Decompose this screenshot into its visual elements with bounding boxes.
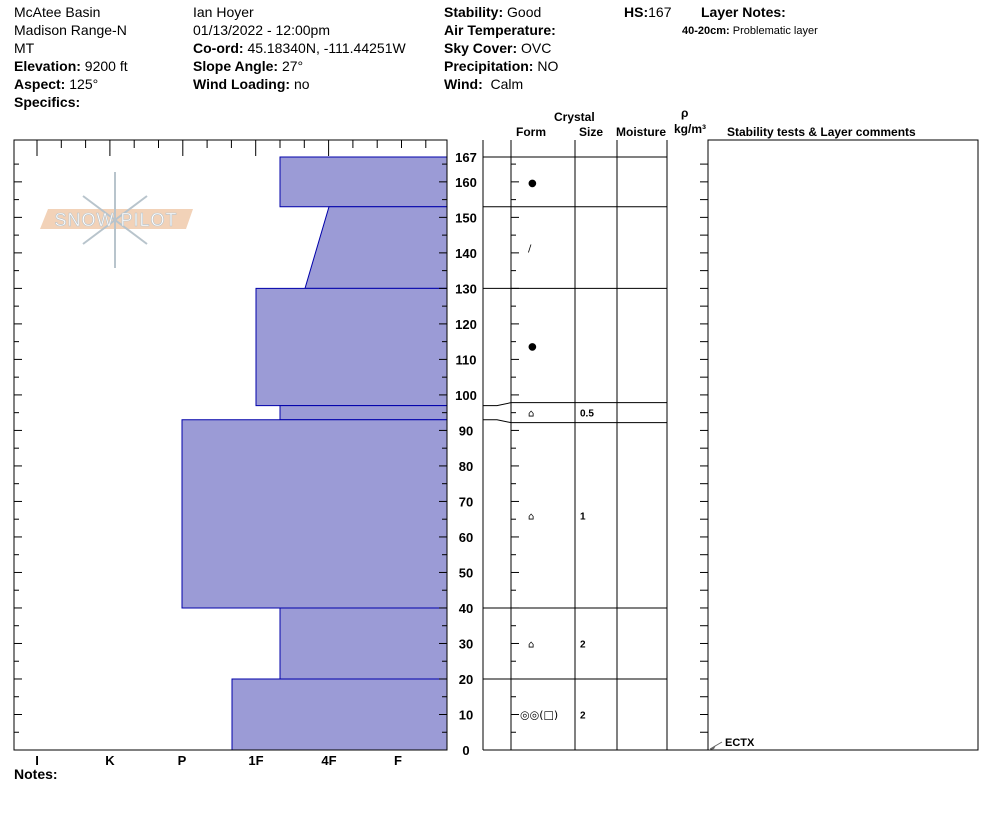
- y-tick-label: 100: [455, 388, 477, 403]
- layer-bar-6: [231, 678, 448, 751]
- y-tick-label: 80: [459, 459, 473, 474]
- y-tick-label: 167: [455, 150, 477, 165]
- y-tick-label: 150: [455, 210, 477, 225]
- comments-box: [707, 139, 979, 751]
- crystal-form-icon: ⌂: [528, 511, 534, 522]
- x-tick-label: F: [394, 753, 402, 768]
- arrow-head-icon: [709, 745, 716, 750]
- crystal-size: 2: [580, 639, 586, 650]
- layer-notes-label: Layer Notes:: [701, 4, 786, 20]
- crystal-size: 1: [580, 511, 586, 522]
- y-tick-label: 70: [459, 494, 473, 509]
- col-moisture: Moisture: [616, 125, 667, 139]
- crystal-form-icon: /: [528, 244, 532, 255]
- layer-bar-5: [279, 607, 448, 680]
- y-tick-label: 110: [456, 352, 477, 367]
- stability: Stability: Good: [444, 4, 542, 20]
- layer-bar-1: [304, 206, 448, 289]
- sky-cover: Sky Cover: OVC: [444, 40, 552, 56]
- observer: Ian Hoyer: [193, 4, 254, 20]
- col-rho: ρ: [681, 106, 689, 120]
- layer-bar-3: [279, 405, 448, 421]
- crystal-form-icon: ⌂: [528, 409, 534, 420]
- location: McAtee Basin: [14, 4, 101, 20]
- notes-label: Notes:: [14, 766, 58, 782]
- x-tick-label: I: [35, 753, 39, 768]
- state: MT: [14, 40, 35, 56]
- elevation: Elevation: 9200 ft: [14, 58, 128, 74]
- x-tick-label: 4F: [321, 753, 336, 768]
- layer-boundary: [483, 402, 667, 407]
- hardness-plot-frame: [13, 139, 448, 751]
- specifics-label: Specifics:: [14, 94, 81, 110]
- y-tick-label: 40: [459, 601, 473, 616]
- crystal-form-icon: ●: [528, 342, 537, 353]
- y-tick-label: 130: [455, 281, 477, 296]
- hs: HS:167: [624, 4, 672, 20]
- y-tick-label: 20: [459, 672, 473, 687]
- x-tick-label: 1F: [248, 753, 263, 768]
- crystal-form-icon: ◎◎(□): [520, 708, 558, 721]
- test-label: ECTX: [725, 737, 755, 749]
- y-tick-label: 50: [459, 565, 473, 580]
- crystal-size: 0.5: [580, 409, 594, 420]
- snowpilot-logo: SNOW PILOT: [40, 172, 193, 268]
- layer-bar-4: [181, 419, 448, 609]
- coord: Co-ord: 45.18340N, -111.44251W: [193, 40, 406, 56]
- x-tick-label: P: [178, 753, 187, 768]
- range: Madison Range-N: [14, 22, 127, 38]
- layer-bar-0: [279, 156, 448, 208]
- col-density: kg/m³: [674, 122, 707, 136]
- test-arrow: [709, 741, 723, 750]
- x-tick-label: K: [105, 753, 115, 768]
- crystal-form-icon: ⌂: [528, 639, 534, 650]
- crystal-form-icon: ●: [528, 178, 537, 189]
- y-tick-label: 30: [459, 636, 473, 651]
- slope-angle: Slope Angle: 27°: [193, 58, 304, 74]
- col-comments: Stability tests & Layer comments: [727, 125, 916, 139]
- layer-bar-2: [255, 287, 448, 407]
- wind: Wind: Calm: [444, 76, 524, 92]
- y-tick-label: 90: [459, 423, 473, 438]
- y-tick-label: 160: [455, 175, 477, 190]
- col-form: Form: [516, 125, 546, 139]
- col-size: Size: [579, 125, 604, 139]
- logo-text: SNOW PILOT: [54, 210, 177, 230]
- datetime: 01/13/2022 - 12:00pm: [193, 22, 330, 38]
- crystal-size: 2: [580, 710, 586, 721]
- layer-boundary: [483, 419, 667, 424]
- wind-loading: Wind Loading: no: [193, 76, 310, 92]
- y-tick-label: 140: [455, 246, 477, 261]
- y-tick-label: 10: [459, 707, 473, 722]
- snowflake-icon: [82, 195, 148, 245]
- y-tick-label: 60: [459, 530, 473, 545]
- y-tick-label: 0: [462, 743, 469, 758]
- col-crystal: Crystal: [554, 110, 595, 124]
- air-temperature: Air Temperature:: [444, 22, 556, 38]
- precipitation: Precipitation: NO: [444, 58, 559, 74]
- y-tick-label: 120: [455, 317, 477, 332]
- layer-note: 40-20cm: Problematic layer: [682, 25, 818, 37]
- aspect: Aspect: 125°: [14, 76, 99, 92]
